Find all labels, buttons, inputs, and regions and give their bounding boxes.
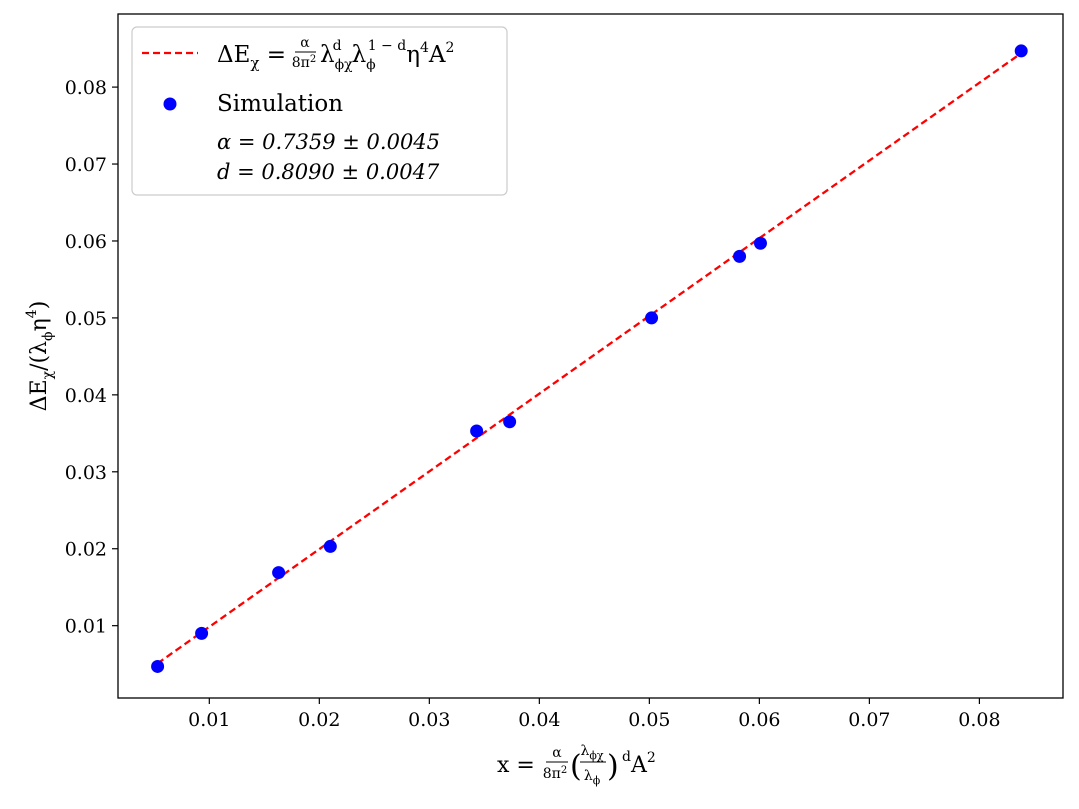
x-tick-label: 0.02 xyxy=(298,709,340,731)
data-point xyxy=(323,539,337,553)
legend-fit-alpha: α xyxy=(300,35,310,51)
svg-text:8π2: 8π2 xyxy=(543,765,567,782)
x-axis-label: x = α 8π2 ( λϕχ λϕ ) dA2 xyxy=(497,743,656,787)
y-tick-label: 0.08 xyxy=(65,77,107,99)
legend-fit-label: ΔEχ = xyxy=(217,42,286,72)
data-point xyxy=(470,424,484,438)
fit-line xyxy=(156,52,1022,665)
ticks-layer: 0.01 0.02 0.03 0.04 0.05 0.06 0.07 0.08 0.01 0.02… xyxy=(65,77,1001,731)
svg-text:λϕ: λϕ xyxy=(584,768,601,787)
legend-box xyxy=(131,26,508,196)
x-tick-label: 0.01 xyxy=(188,709,230,731)
legend: ΔEχ = α 8π2 λϕχd λϕ1 − dη4A2 Simulation α… xyxy=(131,26,508,196)
y-tick-label: 0.06 xyxy=(65,231,107,253)
data-point xyxy=(151,659,165,673)
x-tick-label: 0.08 xyxy=(958,709,1000,731)
x-tick-label: 0.03 xyxy=(408,709,450,731)
fit-layer xyxy=(156,52,1022,665)
legend-d-fit: d = 0.8090 ± 0.0047 xyxy=(217,160,440,184)
legend-fit-rhs: λϕχd λϕ1 − dη4A2 xyxy=(320,38,454,73)
svg-text:ΔEχ/(λϕη4): ΔEχ/(λϕη4) xyxy=(24,301,56,412)
data-point xyxy=(645,311,659,325)
x-tick-label: 0.06 xyxy=(738,709,780,731)
y-axis-label: ΔEχ/(λϕη4) xyxy=(24,301,56,412)
data-point xyxy=(733,249,747,263)
data-point xyxy=(503,415,517,429)
y-tick-label: 0.05 xyxy=(65,308,107,330)
y-tick-label: 0.02 xyxy=(65,539,107,561)
svg-text:x =: x = xyxy=(497,753,535,778)
plot-frame xyxy=(117,13,1064,699)
legend-simulation-label: Simulation xyxy=(217,91,343,117)
svg-text:): ) xyxy=(607,749,619,784)
x-tick-label: 0.04 xyxy=(518,709,560,731)
x-tick-label: 0.05 xyxy=(628,709,670,731)
y-tick-label: 0.03 xyxy=(65,462,107,484)
data-point xyxy=(272,566,286,580)
svg-text:(: ( xyxy=(570,749,582,784)
x-tick-label: 0.07 xyxy=(848,709,890,731)
data-point xyxy=(1014,44,1028,58)
legend-alpha-fit: α = 0.7359 ± 0.0045 xyxy=(217,130,440,154)
svg-text:α: α xyxy=(552,745,562,761)
y-tick-label: 0.04 xyxy=(65,385,107,407)
y-tick-label: 0.01 xyxy=(65,616,107,638)
data-point xyxy=(195,626,209,640)
svg-text:dA2: dA2 xyxy=(622,749,656,778)
legend-simulation-swatch xyxy=(163,97,177,111)
y-tick-label: 0.07 xyxy=(65,154,107,176)
points-layer xyxy=(151,44,1028,673)
legend-fit-denominator: 8π2 xyxy=(292,54,316,71)
data-point xyxy=(753,236,767,250)
svg-text:λϕχ: λϕχ xyxy=(580,743,603,762)
